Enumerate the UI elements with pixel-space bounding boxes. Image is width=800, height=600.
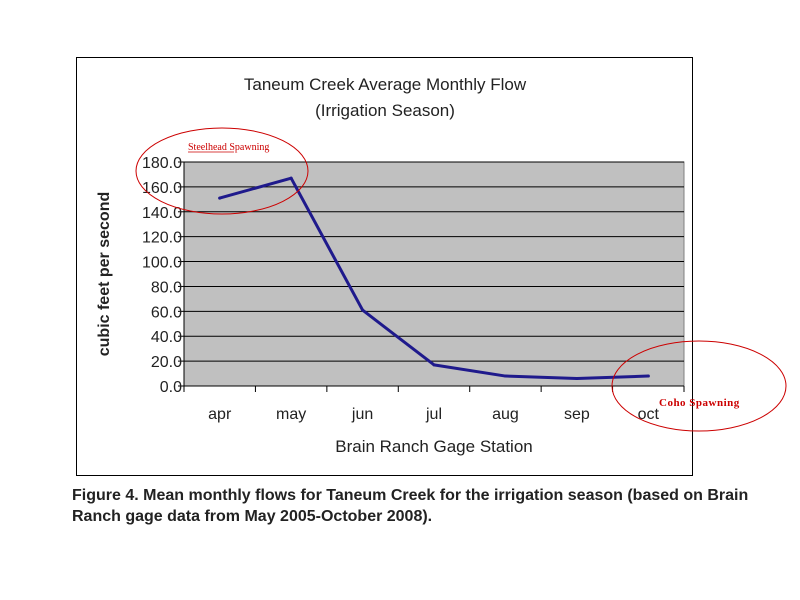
y-tick-label: 180.0: [142, 155, 182, 172]
x-tick-label: aug: [492, 406, 519, 423]
y-tick-label: 0.0: [160, 379, 182, 396]
data-point: [575, 377, 579, 381]
series: [218, 176, 650, 381]
y-tick-label: 160.0: [142, 180, 182, 197]
data-point: [289, 176, 293, 180]
y-tick-label: 40.0: [151, 329, 182, 346]
y-tick-label: 120.0: [142, 230, 182, 247]
x-tick-label: oct: [638, 406, 660, 423]
x-tick-label: jun: [351, 406, 373, 423]
chart-title-line-1: Taneum Creek Average Monthly Flow: [244, 75, 527, 94]
figure-caption: Figure 4. Mean monthly flows for Taneum …: [72, 487, 749, 525]
coho-highlight-ellipse: [611, 340, 787, 432]
data-point: [432, 363, 436, 367]
y-tick-label: 140.0: [142, 205, 182, 222]
gridlines: [184, 161, 684, 362]
chart-title-line-2: (Irrigation Season): [315, 101, 455, 120]
plot-area: [183, 161, 685, 387]
x-axis-ticks: apr may jun jul aug sep oct: [183, 386, 685, 423]
y-tick-label: 80.0: [151, 279, 182, 296]
data-point: [503, 374, 507, 378]
chart-frame: [76, 57, 693, 476]
y-axis-label: cubic feet per second: [96, 192, 113, 357]
data-point: [218, 196, 222, 200]
coho-annotation: Coho Spawning: [659, 397, 740, 409]
x-tick-label: may: [276, 406, 306, 423]
y-axis-label-clip: [95, 160, 115, 180]
y-axis-ticks: 0.0 20.0 40.0 60.0 80.0 100.0 120.0 140.0 160.0 1…: [142, 155, 184, 396]
x-tick-label: sep: [564, 406, 590, 423]
steelhead-highlight-ellipse: [135, 127, 309, 215]
steelhead-annotation: Steelhead Spawning: [188, 142, 269, 153]
x-tick-label: jul: [425, 406, 442, 423]
data-point: [646, 374, 650, 378]
y-tick-label: 20.0: [151, 354, 182, 371]
data-point: [361, 308, 365, 312]
x-axis-label: Brain Ranch Gage Station: [335, 437, 533, 456]
x-tick-label: apr: [208, 406, 232, 423]
y-tick-label: 100.0: [142, 255, 182, 272]
y-tick-label: 60.0: [151, 304, 182, 321]
